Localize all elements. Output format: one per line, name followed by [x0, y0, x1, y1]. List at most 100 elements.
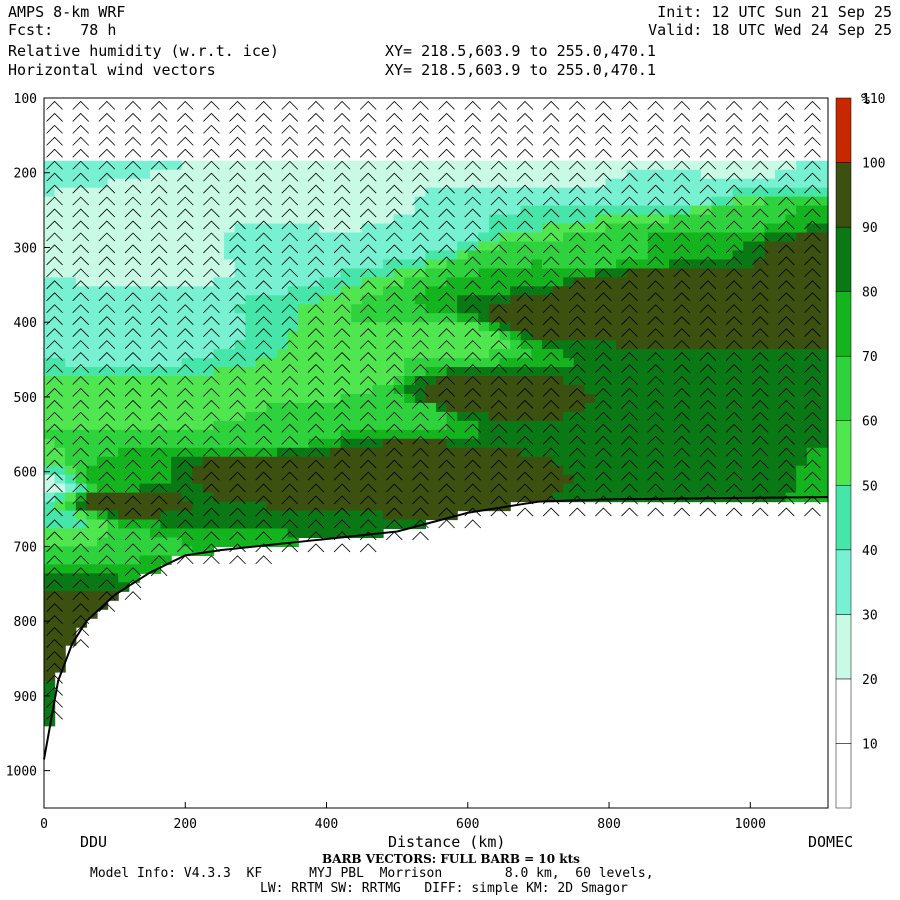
wind-barb	[307, 292, 325, 302]
rh-cell	[351, 492, 363, 503]
rh-cell	[171, 286, 183, 296]
rh-cell	[224, 447, 236, 458]
rh-cell	[573, 241, 585, 252]
rh-cell	[806, 250, 819, 261]
rh-cell	[181, 322, 193, 332]
rh-cell	[743, 349, 755, 359]
wind-barb	[699, 459, 717, 469]
rh-cell	[467, 358, 479, 368]
rh-cell	[149, 393, 162, 404]
rh-cell	[552, 304, 564, 314]
wind-barb	[359, 531, 377, 541]
rh-cell	[436, 178, 448, 189]
wind-barb	[229, 483, 246, 493]
rh-cell	[531, 241, 543, 252]
rh-cell	[616, 160, 628, 171]
wind-barb	[229, 160, 246, 170]
rh-cell	[319, 447, 331, 458]
rh-cell	[224, 214, 236, 225]
rh-cell	[510, 384, 522, 395]
rh-cell	[806, 286, 819, 296]
wind-barb	[490, 124, 508, 134]
rh-cell	[743, 367, 755, 377]
rh-cell	[520, 187, 532, 198]
wind-barb	[568, 280, 586, 290]
rh-cell	[149, 367, 162, 377]
rh-cell	[149, 546, 162, 556]
wind-barb	[255, 531, 272, 541]
wind-barb	[438, 483, 455, 493]
wind-barb	[621, 124, 638, 134]
x-axis-label: Distance (km)	[388, 833, 506, 851]
rh-cell	[234, 492, 246, 503]
rh-cell	[96, 438, 109, 449]
wind-barb	[542, 112, 560, 122]
rh-cell	[658, 349, 670, 359]
rh-cell	[594, 232, 607, 243]
rh-cell	[520, 376, 532, 386]
rh-cell	[531, 187, 543, 198]
rh-cell	[319, 420, 331, 431]
rh-cell	[128, 223, 140, 234]
wind-barb	[72, 172, 90, 182]
rh-cell	[96, 223, 109, 234]
wind-barb	[359, 268, 377, 278]
rh-cell	[541, 295, 554, 305]
rh-cell	[149, 537, 162, 548]
rh-cell	[96, 358, 109, 368]
wind-barb	[464, 208, 482, 218]
rh-cell	[393, 223, 405, 234]
rh-cell	[743, 420, 755, 431]
rh-cell	[308, 259, 321, 269]
rh-cell	[372, 510, 384, 521]
rh-cell	[616, 349, 628, 359]
rh-cell	[626, 358, 638, 368]
rh-cell	[584, 402, 596, 413]
rh-cell	[658, 196, 670, 207]
rh-cell	[753, 214, 766, 225]
wind-barb	[72, 459, 90, 469]
rh-cell	[425, 331, 437, 341]
colorbar-swatch	[835, 97, 852, 163]
rh-cell	[584, 160, 596, 171]
rh-cell	[626, 438, 638, 449]
rh-cell	[383, 519, 395, 530]
wind-barb	[124, 100, 142, 110]
wind-barb	[46, 280, 63, 290]
rh-cell	[785, 331, 797, 341]
wind-barb	[72, 244, 90, 254]
wind-barb	[150, 172, 168, 182]
rh-cell	[330, 268, 342, 278]
rh-cell	[383, 376, 395, 386]
rh-cell	[224, 286, 236, 296]
rh-cell	[467, 223, 479, 234]
rh-cell	[86, 322, 98, 332]
rh-cell	[160, 268, 172, 278]
rh-cell	[647, 277, 660, 287]
rh-cell	[594, 304, 607, 314]
wind-barb	[542, 459, 560, 469]
rh-cell	[330, 277, 342, 287]
rh-cell	[65, 232, 77, 243]
rh-cell	[594, 223, 607, 234]
rh-cell	[86, 501, 98, 512]
rh-cell	[711, 402, 723, 413]
wind-barb	[124, 304, 142, 314]
wind-barb	[438, 100, 455, 110]
rh-cell	[436, 429, 448, 440]
rh-cell	[446, 196, 458, 207]
rh-cell	[245, 160, 257, 171]
rh-cell	[520, 250, 532, 261]
rh-cell	[181, 510, 193, 521]
wind-barb	[516, 184, 534, 194]
rh-cell	[679, 295, 691, 305]
rh-cell	[86, 456, 98, 467]
rh-cell	[414, 456, 427, 467]
rh-cell	[679, 331, 691, 341]
rh-cell	[414, 429, 427, 440]
rh-cell	[277, 501, 289, 512]
rh-cell	[107, 528, 119, 539]
rh-cell	[245, 349, 257, 359]
rh-cell	[181, 376, 193, 386]
rh-cell	[446, 429, 458, 440]
